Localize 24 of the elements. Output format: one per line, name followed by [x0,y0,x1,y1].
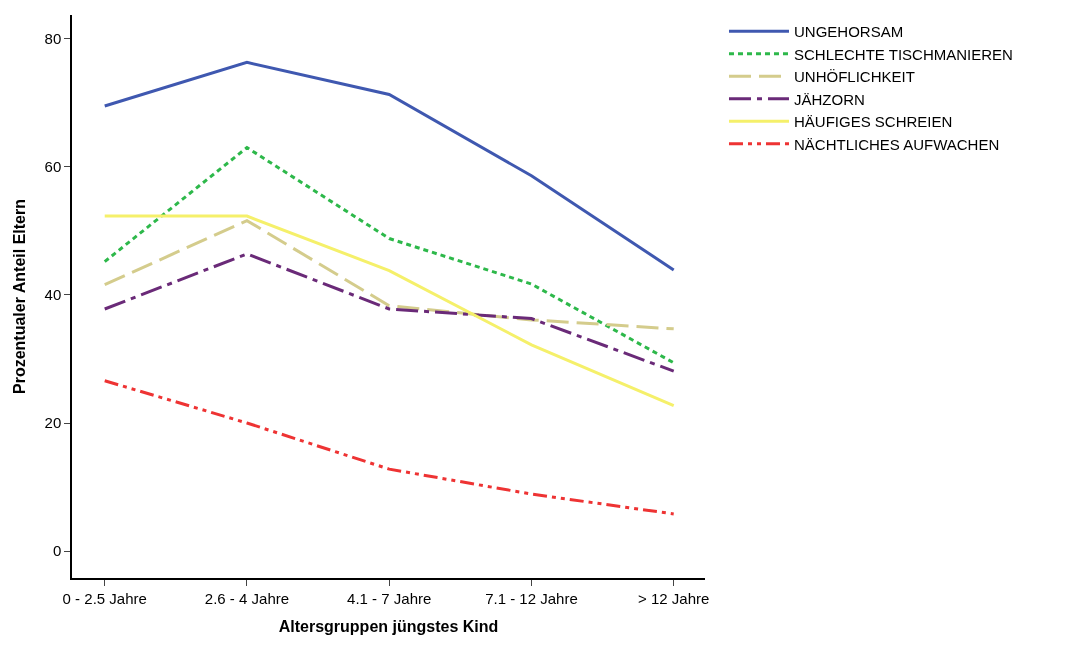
y-tick-label: 0 [52,542,62,560]
y-axis-title: Prozentualer Anteil Eltern [10,199,28,394]
line-series [103,146,676,365]
line-series [103,214,676,408]
line-series [103,252,676,373]
x-tick-label: 7.1 - 12 Jahre [485,589,578,607]
x-tick-label: 2.6 - 4 Jahre [204,589,290,607]
x-tick-label: 4.1 - 7 Jahre [347,589,432,607]
legend-label: UNHÖFLICHKEIT [793,68,915,86]
x-axis-title: Altersgruppen jüngstes Kind [278,617,499,635]
y-tick-label: 40 [44,286,62,304]
legend-label: NÄCHTLICHES AUFWACHEN [793,135,1000,153]
legend-label: HÄUFIGES SCHREIEN [793,113,953,131]
legend-label: UNGEHORSAM [793,23,904,41]
legend-label: SCHLECHTE TISCHMANIEREN [793,45,1013,63]
line-series [103,379,676,516]
line-series [103,219,676,331]
x-tick-label: 0 - 2.5 Jahre [62,589,147,607]
line-series [103,60,676,272]
x-tick-label: > 12 Jahre [638,589,710,607]
y-tick-label: 20 [44,414,62,432]
y-tick-label: 60 [44,158,62,176]
y-tick-label: 80 [44,29,62,47]
legend-label: JÄHZORN [793,90,865,108]
